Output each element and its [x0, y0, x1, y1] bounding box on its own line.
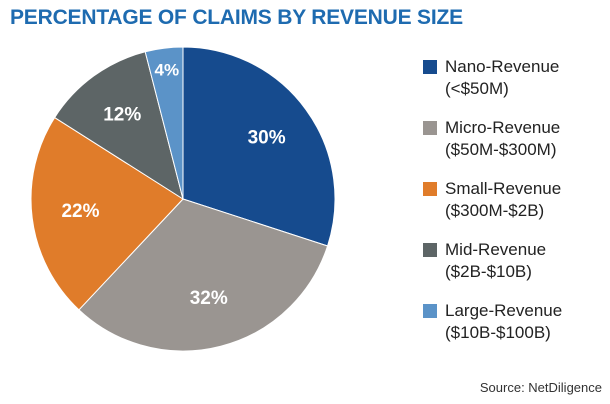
legend-range: ($50M-$300M) [445, 140, 557, 159]
pie-slice-mid-revenue [53, 51, 184, 201]
legend-item-nano: Nano-Revenue (<$50M) [423, 56, 608, 100]
legend-swatch [423, 243, 437, 257]
pie-slice-label: 12% [103, 104, 141, 125]
pie-slices [30, 46, 336, 352]
pie-slice-nano-revenue [182, 46, 336, 247]
chart-title: PERCENTAGE OF CLAIMS BY REVENUE SIZE [10, 6, 463, 29]
legend-item-mid: Mid-Revenue ($2B-$10B) [423, 239, 608, 283]
pie-slice-small-revenue [30, 116, 184, 311]
pie-slice-large-revenue [144, 46, 184, 200]
pie-slice-label: 22% [61, 201, 99, 222]
legend-label: Small-Revenue [445, 179, 562, 198]
legend-range: ($300M-$2B) [445, 201, 545, 220]
legend-swatch [423, 60, 437, 74]
legend-range: (<$50M) [445, 79, 509, 98]
pie-slice-micro-revenue [78, 198, 329, 352]
legend-range: ($10B-$100B) [445, 323, 551, 342]
legend-item-large: Large-Revenue ($10B-$100B) [423, 300, 608, 344]
pie-labels: 30% 32% 22% 12% 4% [61, 60, 285, 309]
legend-swatch [423, 121, 437, 135]
legend-item-small: Small-Revenue ($300M-$2B) [423, 178, 608, 222]
legend-label: Mid-Revenue [445, 240, 547, 259]
source-note: Source: NetDiligence [479, 380, 602, 395]
pie-slice-label: 4% [155, 60, 180, 79]
pie-slice-label: 32% [190, 288, 228, 309]
legend-swatch [423, 304, 437, 318]
legend-label: Nano-Revenue [445, 57, 560, 76]
legend-label: Large-Revenue [445, 301, 563, 320]
pie-slice-label: 30% [248, 127, 286, 148]
legend: Nano-Revenue (<$50M) Micro-Revenue ($50M… [423, 56, 608, 361]
legend-item-micro: Micro-Revenue ($50M-$300M) [423, 117, 608, 161]
legend-label: Micro-Revenue [445, 118, 561, 137]
legend-swatch [423, 182, 437, 196]
legend-range: ($2B-$10B) [445, 262, 532, 281]
